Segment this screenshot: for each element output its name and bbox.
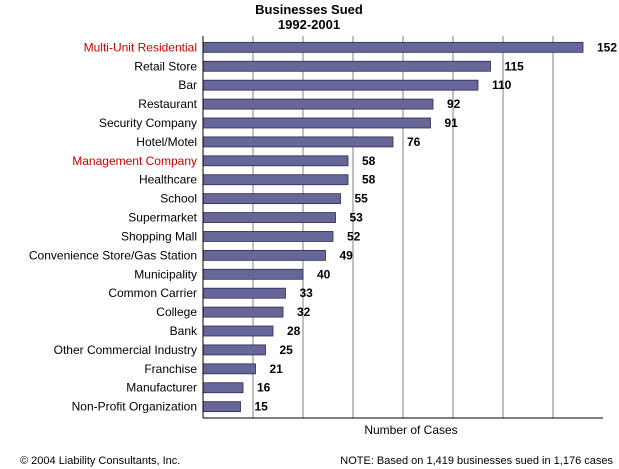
category-label: Manufacturer [126, 381, 197, 395]
category-label: Other Commercial Industry [54, 343, 197, 357]
value-label: 28 [287, 324, 301, 338]
copyright-text: © 2004 Liability Consultants, Inc. [20, 455, 181, 467]
bar [202, 382, 244, 394]
category-label: Security Company [99, 116, 197, 130]
value-label: 152 [597, 40, 617, 54]
value-label: 92 [447, 97, 461, 111]
category-label: Convenience Store/Gas Station [29, 248, 197, 262]
bar [202, 344, 266, 356]
x-axis-label: Number of Cases [364, 423, 457, 437]
bar [202, 60, 491, 72]
category-label: Healthcare [139, 173, 197, 187]
category-label: Restaurant [138, 97, 197, 111]
category-label: Franchise [144, 362, 197, 376]
category-label: Management Company [72, 154, 197, 168]
category-label: Municipality [134, 267, 197, 281]
value-label: 21 [270, 362, 284, 376]
footnote-text: NOTE: Based on 1,419 businesses sued in … [340, 455, 613, 467]
bar [202, 363, 256, 375]
value-label: 32 [297, 305, 311, 319]
value-label: 91 [445, 116, 459, 130]
bar [202, 79, 479, 91]
bar [202, 117, 431, 129]
category-label: Bar [178, 78, 197, 92]
category-label: Multi-Unit Residential [84, 40, 197, 54]
value-label: 49 [340, 248, 354, 262]
bar [202, 231, 334, 242]
bar [202, 174, 349, 186]
category-label: Hotel/Motel [136, 135, 197, 149]
bar [202, 193, 341, 205]
bar [202, 287, 286, 299]
bar [202, 98, 434, 110]
bar [202, 401, 241, 413]
bar [202, 249, 326, 261]
category-label: School [160, 192, 197, 206]
value-label: 52 [347, 229, 361, 243]
category-label: Retail Store [134, 59, 197, 73]
gridlines [252, 36, 554, 418]
value-label: 110 [492, 78, 512, 92]
value-label: 40 [317, 267, 331, 281]
value-label: 16 [257, 381, 271, 395]
value-label: 58 [362, 154, 376, 168]
bar [202, 325, 274, 337]
bar [202, 136, 394, 148]
chart-title: Businesses Sued [255, 2, 363, 17]
bars [202, 41, 584, 413]
bar [202, 41, 584, 53]
chart-subtitle: 1992-2001 [278, 17, 340, 32]
value-label: 25 [280, 343, 294, 357]
value-label: 58 [362, 173, 376, 187]
value-label: 115 [505, 59, 525, 73]
value-label: 76 [407, 135, 421, 149]
category-label: Shopping Mall [121, 229, 197, 243]
category-label: Common Carrier [108, 286, 197, 300]
category-label: College [156, 305, 197, 319]
bar [202, 155, 349, 167]
bar [202, 268, 304, 280]
value-label: 53 [350, 211, 364, 225]
value-label: 33 [300, 286, 314, 300]
category-labels: Multi-Unit Residential Retail Store Bar Res… [29, 40, 198, 413]
bar [202, 306, 284, 318]
category-label: Supermarket [128, 211, 197, 225]
bar [202, 212, 336, 223]
value-label: 55 [355, 192, 369, 206]
value-label: 15 [255, 400, 269, 414]
category-label: Non-Profit Organization [72, 400, 197, 414]
category-label: Bank [170, 324, 198, 338]
